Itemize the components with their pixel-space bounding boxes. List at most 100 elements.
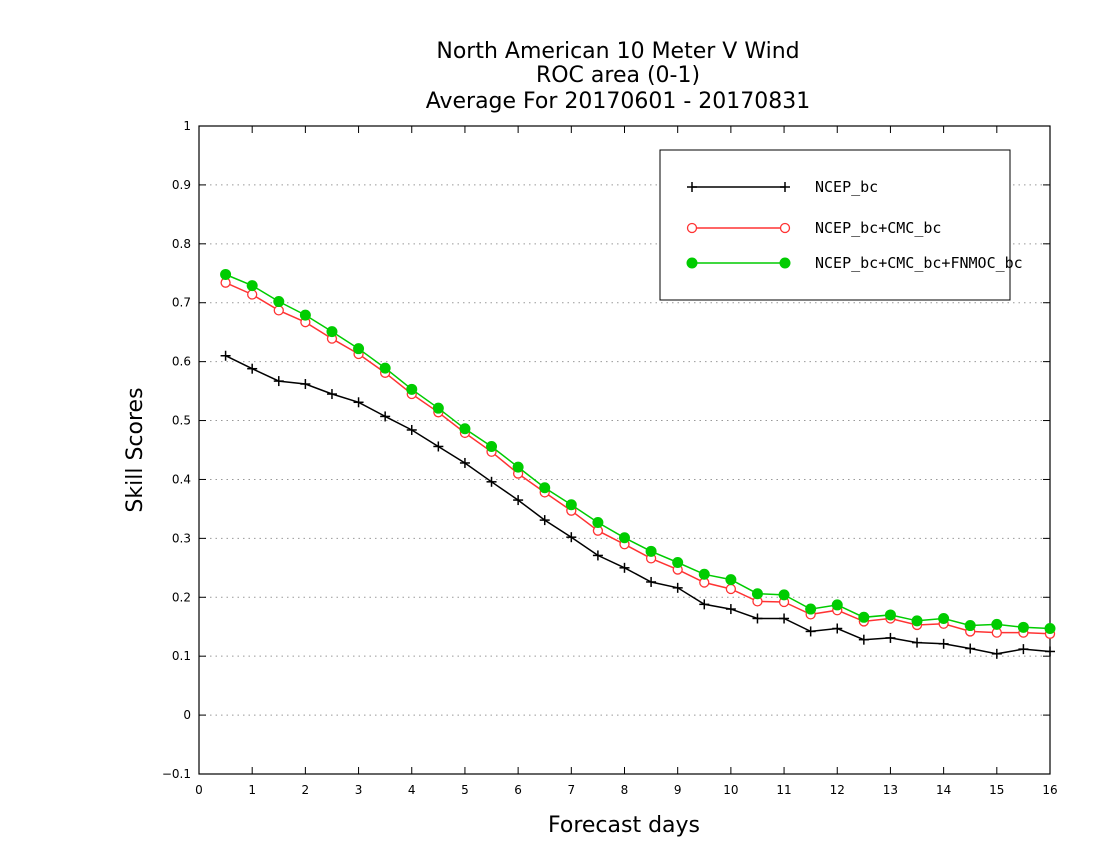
data-point (486, 476, 497, 487)
data-point (831, 599, 843, 611)
y-tick-label: 1 (183, 119, 191, 133)
data-point (486, 440, 498, 452)
data-point (247, 363, 258, 374)
data-point (646, 576, 657, 587)
x-tick-label: 14 (936, 783, 951, 797)
x-tick-label: 5 (461, 783, 469, 797)
x-tick-label: 16 (1042, 783, 1057, 797)
y-axis-label: Skill Scores (123, 387, 148, 512)
data-point (699, 599, 710, 610)
y-tick-label: 0.4 (172, 472, 191, 486)
data-point (247, 289, 258, 300)
y-tick-label: 0.2 (172, 590, 191, 604)
data-point (752, 613, 763, 624)
legend-marker (779, 222, 791, 234)
legend-marker (687, 182, 697, 192)
legend-label: NCEP_bc+CMC_bc (815, 219, 941, 237)
data-point (273, 376, 284, 387)
x-tick-label: 3 (355, 783, 363, 797)
data-point (779, 613, 790, 624)
data-point (565, 499, 577, 511)
y-tick-label: 0.6 (172, 355, 191, 369)
data-point (300, 379, 311, 390)
data-point (432, 402, 444, 414)
data-point (513, 495, 524, 506)
data-point (406, 383, 418, 395)
data-point (965, 643, 976, 654)
y-tick-label: 0.9 (172, 178, 191, 192)
data-point (672, 557, 684, 569)
chart-title: North American 10 Meter V Wind ROC area … (426, 39, 811, 114)
chart-title-line-2: ROC area (0-1) (536, 63, 700, 88)
data-point (459, 457, 470, 468)
legend-marker (780, 182, 790, 192)
legend-label: NCEP_bc (815, 178, 878, 196)
data-point (858, 611, 870, 623)
legend-item-ncep-bc-cmc-bc: NCEP_bc+CMC_bc (686, 219, 941, 237)
chart-title-line-1: North American 10 Meter V Wind (436, 39, 799, 64)
data-point (938, 612, 950, 624)
x-tick-label: 9 (674, 783, 682, 797)
x-tick-label: 15 (989, 783, 1004, 797)
data-point (459, 423, 471, 435)
x-tick-label: 2 (302, 783, 310, 797)
legend-item-ncep-bc-cmc-bc-fnmoc-bc: NCEP_bc+CMC_bc+FNMOC_bc (686, 254, 1023, 272)
y-tick-label: 0 (183, 708, 191, 722)
series-line-ncep-bc (225, 355, 1051, 655)
series-ncep-bc-cmc-bc (220, 277, 1056, 639)
data-point (832, 623, 843, 634)
data-point (592, 550, 603, 561)
x-axis-label: Forecast days (548, 813, 700, 838)
data-point (645, 545, 657, 557)
series-ncep-bc-cmc-bc-fnmoc-bc (220, 268, 1056, 634)
x-tick-label: 12 (830, 783, 845, 797)
x-tick-label: 6 (514, 783, 522, 797)
data-point (246, 280, 258, 292)
data-point (725, 604, 736, 615)
data-point (220, 350, 231, 361)
legend-marker (779, 257, 791, 269)
data-point (725, 583, 737, 595)
data-point (991, 618, 1003, 630)
data-point (991, 648, 1002, 659)
data-point (619, 562, 630, 573)
legend-box (659, 149, 1011, 301)
x-axis: 0 1 2 3 4 5 6 7 8 9 10 11 12 13 14 15 16 (195, 126, 1058, 797)
data-point (379, 362, 391, 374)
data-point (778, 589, 790, 601)
data-point (1044, 622, 1056, 634)
data-point (326, 326, 338, 338)
data-point (619, 532, 630, 544)
data-point (326, 389, 337, 400)
y-tick-label: 0.8 (172, 237, 191, 251)
legend: NCEP_bc NCEP_bc+CMC_bc NCEP_bc+CMC_bc+FNMO… (659, 149, 1023, 301)
y-tick-label: 0.3 (172, 531, 191, 545)
x-tick-label: 13 (883, 783, 898, 797)
data-point (566, 532, 577, 543)
data-point (938, 638, 949, 649)
data-point (299, 309, 311, 321)
series-layer (220, 268, 1056, 659)
data-point (353, 397, 364, 408)
data-point (539, 482, 551, 494)
data-point (1017, 621, 1029, 633)
x-tick-label: 1 (248, 783, 256, 797)
series-line-ncep-bc-cmc-bc (225, 282, 1051, 635)
data-point (273, 296, 285, 308)
data-point (512, 461, 524, 473)
data-point (672, 582, 683, 593)
data-point (884, 609, 896, 621)
data-point (1045, 646, 1055, 657)
y-tick-label: 0.7 (172, 296, 191, 310)
data-point (751, 588, 763, 600)
data-point (912, 637, 923, 648)
series-ncep-bc (220, 350, 1055, 659)
x-tick-label: 8 (621, 783, 629, 797)
y-tick-label: 0.5 (172, 414, 191, 428)
data-point (698, 568, 710, 580)
y-tick-label: −0.1 (162, 767, 191, 781)
data-point (805, 603, 817, 615)
x-tick-label: 0 (195, 783, 203, 797)
y-axis: −0.1 0 0.1 0.2 0.3 0.4 0.5 0.6 0.7 0.8 0.9 1 (162, 119, 1050, 781)
data-point (433, 441, 444, 452)
